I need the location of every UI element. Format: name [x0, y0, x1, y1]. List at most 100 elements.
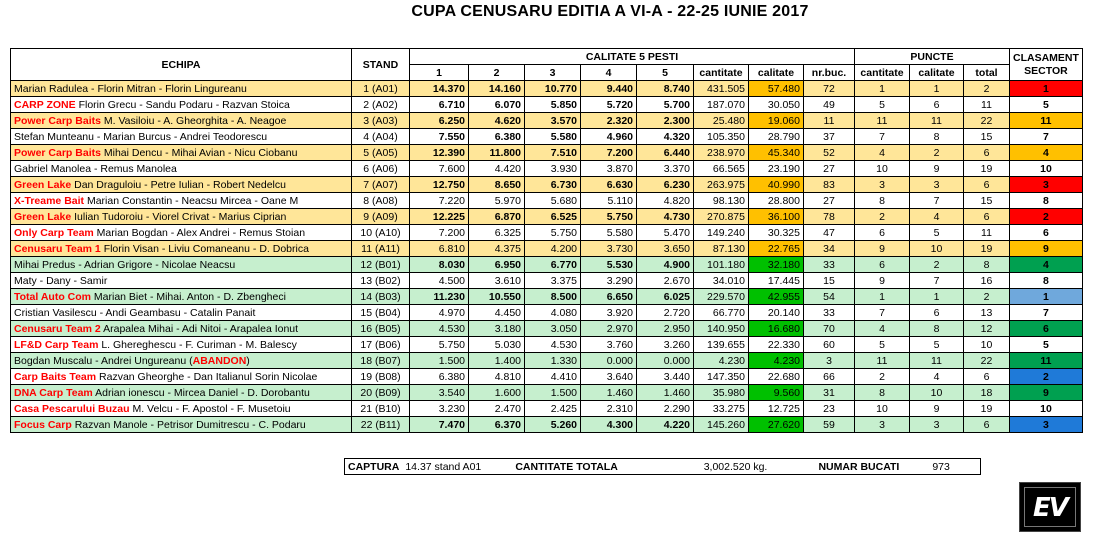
fish-weight-cell: 1.460 [580, 384, 637, 401]
fish-weight-cell: 3.570 [524, 112, 581, 129]
puncte-total-cell: 19 [963, 160, 1010, 177]
fish-weight-cell: 3.730 [580, 240, 637, 257]
team-members: Florin Grecu - Sandu Podaru - Razvan Sto… [78, 98, 290, 111]
numar-bucati-label: NUMAR BUCATI [770, 458, 903, 475]
team-brand: Cenusaru Team 1 [14, 242, 101, 255]
calitate-cell: 36.100 [748, 208, 804, 225]
cantitate-cell: 34.010 [693, 272, 749, 289]
cantitate-cell: 270.875 [693, 208, 749, 225]
fish-weight-cell: 3.180 [468, 320, 525, 337]
fish-weight-cell: 7.470 [409, 416, 469, 433]
fish-weight-cell: 4.960 [580, 128, 637, 145]
puncte-total-cell: 15 [963, 192, 1010, 209]
puncte-calitate-cell: 5 [909, 224, 964, 241]
table-row: LF&D Carp Team L. Ghereghescu - F. Curim… [10, 336, 1083, 353]
nr-buc-cell: 52 [803, 144, 855, 161]
fish-weight-cell: 4.200 [524, 240, 581, 257]
nr-buc-cell: 23 [803, 400, 855, 417]
puncte-total-cell: 19 [963, 400, 1010, 417]
fish-weight-cell: 2.470 [468, 400, 525, 417]
clasament-cell: 3 [1009, 416, 1083, 433]
fish-weight-cell: 5.970 [468, 192, 525, 209]
puncte-calitate-cell: 2 [909, 144, 964, 161]
stand-cell: 22 (B11) [351, 416, 410, 433]
fish-weight-cell: 1.460 [636, 384, 694, 401]
fish-weight-cell: 4.420 [468, 160, 525, 177]
puncte-total-cell: 6 [963, 144, 1010, 161]
subheader-puncte-col: calitate [909, 64, 964, 81]
table-row: Focus Carp Razvan Manole - Petrisor Dumi… [10, 416, 1083, 433]
fish-weight-cell: 3.260 [636, 336, 694, 353]
team-members: Florin Visan - Liviu Comaneanu - D. Dobr… [103, 242, 309, 255]
team-cell: Green Lake Iulian Tudoroiu - Viorel Criv… [10, 208, 352, 225]
table-row: Green Lake Iulian Tudoroiu - Viorel Criv… [10, 208, 1083, 225]
clasament-cell: 2 [1009, 208, 1083, 225]
table-row: Cenusaru Team 2 Arapalea Mihai - Adi Nit… [10, 320, 1083, 337]
fish-weight-cell: 6.325 [468, 224, 525, 241]
fish-weight-cell: 4.500 [409, 272, 469, 289]
puncte-cantitate-cell: 5 [854, 336, 910, 353]
puncte-cantitate-cell: 11 [854, 112, 910, 129]
puncte-calitate-cell: 10 [909, 240, 964, 257]
nr-buc-cell: 72 [803, 80, 855, 97]
puncte-cantitate-cell: 1 [854, 80, 910, 97]
stand-cell: 16 (B05) [351, 320, 410, 337]
fish-weight-cell: 6.525 [524, 208, 581, 225]
team-members: Marian Bogdan - Alex Andrei - Remus Stoi… [96, 226, 306, 239]
fish-weight-cell: 3.540 [409, 384, 469, 401]
puncte-cantitate-cell: 4 [854, 144, 910, 161]
fish-weight-cell: 8.740 [636, 80, 694, 97]
stand-cell: 2 (A02) [351, 96, 410, 113]
table-row: Power Carp Baits Mihai Dencu - Mihai Avi… [10, 144, 1083, 161]
fish-weight-cell: 4.450 [468, 304, 525, 321]
calitate-cell: 30.325 [748, 224, 804, 241]
fish-weight-cell: 7.200 [409, 224, 469, 241]
team-cell: Cristian Vasilescu - Andi Geambasu - Cat… [10, 304, 352, 321]
fish-weight-cell: 3.870 [580, 160, 637, 177]
puncte-total-cell: 6 [963, 176, 1010, 193]
puncte-total-cell: 11 [963, 224, 1010, 241]
captura-label: CAPTURA [344, 458, 403, 475]
table-row: Total Auto Com Marian Biet - Mihai. Anto… [10, 288, 1083, 305]
team-members: Marian Constantin - Neacsu Mircea - Oane… [86, 194, 299, 207]
subheader-col: nr.buc. [803, 64, 855, 81]
fish-weight-cell: 1.330 [524, 352, 581, 369]
table-row: CARP ZONE Florin Grecu - Sandu Podaru - … [10, 96, 1083, 113]
team-cell: Power Carp Baits M. Vasiloiu - A. Gheorg… [10, 112, 352, 129]
subheader-col: 1 [409, 64, 469, 81]
team-members-suffix: ) [246, 354, 250, 367]
puncte-cantitate-cell: 8 [854, 384, 910, 401]
puncte-total-cell: 6 [963, 416, 1010, 433]
stand-cell: 20 (B09) [351, 384, 410, 401]
puncte-total-cell: 19 [963, 240, 1010, 257]
calitate-cell: 57.480 [748, 80, 804, 97]
fish-weight-cell: 4.970 [409, 304, 469, 321]
fish-weight-cell: 11.800 [468, 144, 525, 161]
team-brand: Power Carp Baits [14, 114, 101, 127]
fish-weight-cell: 3.760 [580, 336, 637, 353]
fish-weight-cell: 8.030 [409, 256, 469, 273]
calitate-cell: 4.230 [748, 352, 804, 369]
fish-weight-cell: 3.640 [580, 368, 637, 385]
team-cell: Bogdan Muscalu - Andrei Ungureanu (ABAND… [10, 352, 352, 369]
stand-cell: 4 (A04) [351, 128, 410, 145]
table-row: Power Carp Baits M. Vasiloiu - A. Gheorg… [10, 112, 1083, 129]
fish-weight-cell: 5.750 [580, 208, 637, 225]
puncte-calitate-cell: 8 [909, 128, 964, 145]
fish-weight-cell: 12.750 [409, 176, 469, 193]
team-members: Marian Radulea - Florin Mitran - Florin … [14, 82, 247, 95]
nr-buc-cell: 31 [803, 384, 855, 401]
puncte-calitate-cell: 7 [909, 272, 964, 289]
cantitate-cell: 66.565 [693, 160, 749, 177]
team-members: Adrian ionescu - Mircea Daniel - D. Doro… [95, 386, 310, 399]
puncte-calitate-cell: 11 [909, 112, 964, 129]
nr-buc-cell: 11 [803, 112, 855, 129]
team-brand: Focus Carp [14, 418, 72, 431]
subheader-col: cantitate [693, 64, 749, 81]
fish-weight-cell: 2.425 [524, 400, 581, 417]
clasament-cell: 6 [1009, 320, 1083, 337]
cantitate-cell: 25.480 [693, 112, 749, 129]
cantitate-cell: 229.570 [693, 288, 749, 305]
cantitate-cell: 105.350 [693, 128, 749, 145]
puncte-calitate-cell: 3 [909, 416, 964, 433]
